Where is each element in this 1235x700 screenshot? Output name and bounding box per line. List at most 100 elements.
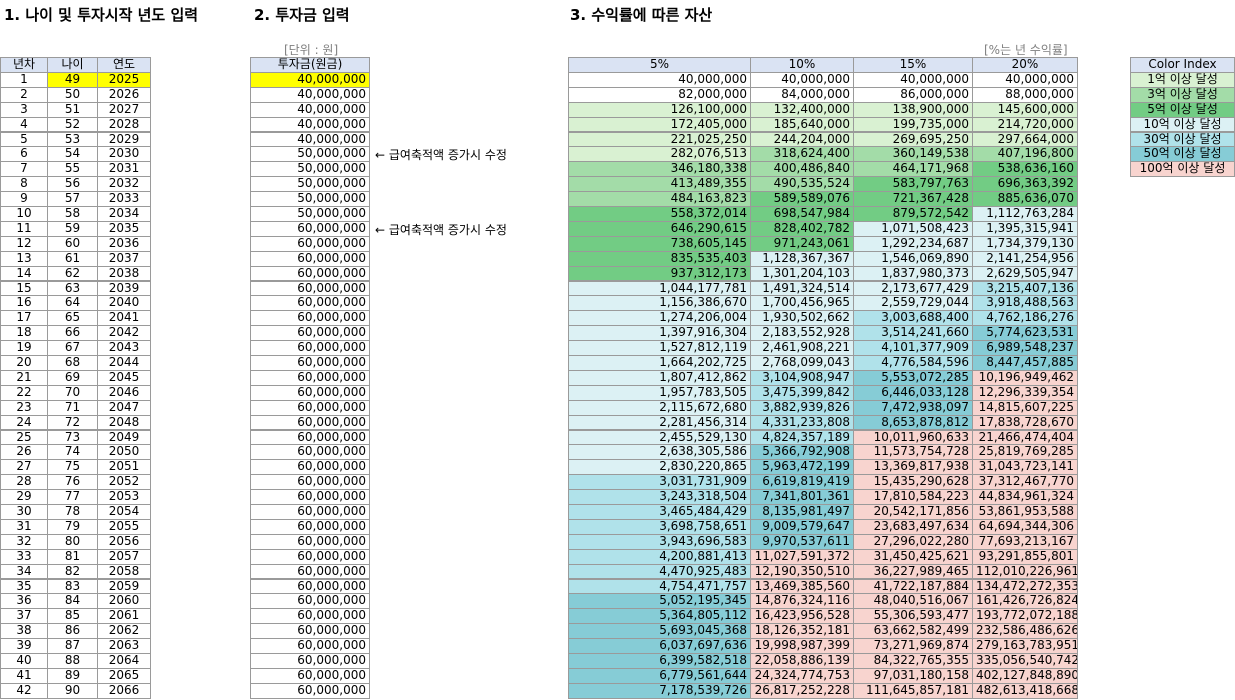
asset-cell: 9,009,579,647 xyxy=(750,518,854,535)
asset-cell: 696,363,392 xyxy=(972,176,1078,193)
input-cell: 39 xyxy=(0,638,48,654)
input-cell: 60,000,000 xyxy=(250,504,370,520)
asset-cell: 40,000,000 xyxy=(568,71,751,88)
asset-cell: 4,101,377,909 xyxy=(853,340,973,356)
input-cell: 85 xyxy=(47,608,98,625)
input-cell: 56 xyxy=(47,176,98,193)
asset-cell: 1,546,069,890 xyxy=(853,250,973,267)
asset-cell: 55,306,593,477 xyxy=(853,608,973,625)
input-cell: 2033 xyxy=(97,191,151,207)
asset-cell: 3,243,318,504 xyxy=(568,489,751,505)
asset-cell: 221,025,250 xyxy=(568,131,751,148)
asset-cell: 538,636,160 xyxy=(972,161,1078,178)
asset-cell: 244,204,000 xyxy=(750,131,854,148)
input-cell: 2042 xyxy=(97,325,151,342)
input-cell: 2046 xyxy=(97,384,151,401)
asset-cell: 1,301,204,103 xyxy=(750,265,854,282)
input-cell: 77 xyxy=(47,489,98,505)
input-cell: 36 xyxy=(0,593,48,610)
asset-cell: 9,970,537,611 xyxy=(750,533,854,550)
asset-cell: 3,514,241,660 xyxy=(853,325,973,342)
asset-cell: 5,553,072,285 xyxy=(853,369,973,386)
asset-cell: 17,810,584,223 xyxy=(853,489,973,505)
asset-cell: 1,292,234,687 xyxy=(853,235,973,252)
input-cell: 60,000,000 xyxy=(250,682,370,699)
asset-cell: 1,700,456,965 xyxy=(750,295,854,312)
asset-cell: 2,559,729,044 xyxy=(853,295,973,312)
input-cell: 76 xyxy=(47,474,98,491)
input-cell: 2038 xyxy=(97,265,151,282)
input-cell: 50,000,000 xyxy=(250,146,370,163)
input-cell: 61 xyxy=(47,250,98,267)
input-cell: 40,000,000 xyxy=(250,101,370,118)
asset-cell: 8,135,981,497 xyxy=(750,504,854,520)
section-title: 1. 나이 및 투자시작 년도 입력 xyxy=(4,6,199,24)
asset-cell: 1,491,324,514 xyxy=(750,280,854,297)
asset-cell: 27,296,022,280 xyxy=(853,533,973,550)
input-cell: 66 xyxy=(47,325,98,342)
asset-cell: 2,115,672,680 xyxy=(568,399,751,416)
asset-cell: 4,754,471,757 xyxy=(568,578,751,595)
column-header: 투자금(원금) xyxy=(250,57,370,73)
asset-cell: 1,071,508,423 xyxy=(853,220,973,237)
asset-cell: 19,998,987,399 xyxy=(750,638,854,654)
input-cell: 40,000,000 xyxy=(250,71,370,88)
input-cell: 55 xyxy=(47,161,98,178)
input-cell: 2028 xyxy=(97,116,151,133)
asset-cell: 37,312,467,770 xyxy=(972,474,1078,491)
asset-cell: 25,819,769,285 xyxy=(972,444,1078,461)
column-header: 나이 xyxy=(47,57,98,73)
asset-cell: 885,636,070 xyxy=(972,191,1078,207)
asset-cell: 4,331,233,808 xyxy=(750,414,854,431)
input-cell: 27 xyxy=(0,459,48,476)
input-cell: 60,000,000 xyxy=(250,444,370,461)
input-cell: 49 xyxy=(47,71,98,88)
input-cell: 68 xyxy=(47,355,98,371)
asset-cell: 6,989,548,237 xyxy=(972,340,1078,356)
edit-note: ← 급여축적액 증가시 수정 xyxy=(375,222,507,237)
asset-cell: 879,572,542 xyxy=(853,206,973,222)
section-title: 2. 투자금 입력 xyxy=(254,6,350,24)
input-cell: 60,000,000 xyxy=(250,578,370,595)
input-cell: 10 xyxy=(0,206,48,222)
input-cell: 2061 xyxy=(97,608,151,625)
input-cell: 2057 xyxy=(97,548,151,565)
asset-cell: 15,435,290,628 xyxy=(853,474,973,491)
input-cell: 9 xyxy=(0,191,48,207)
column-header: 5% xyxy=(568,57,751,73)
asset-cell: 1,112,763,284 xyxy=(972,206,1078,222)
input-cell: 59 xyxy=(47,220,98,237)
input-cell: 2025 xyxy=(97,71,151,88)
input-cell: 34 xyxy=(0,563,48,580)
input-cell: 60,000,000 xyxy=(250,325,370,342)
input-cell: 22 xyxy=(0,384,48,401)
input-cell: 38 xyxy=(0,623,48,640)
asset-cell: 185,640,000 xyxy=(750,116,854,133)
asset-cell: 23,683,497,634 xyxy=(853,518,973,535)
input-cell: 78 xyxy=(47,504,98,520)
input-cell: 2048 xyxy=(97,414,151,431)
asset-cell: 12,190,350,510 xyxy=(750,563,854,580)
input-cell: 51 xyxy=(47,101,98,118)
input-cell: 7 xyxy=(0,161,48,178)
asset-cell: 1,397,916,304 xyxy=(568,325,751,342)
input-cell: 60,000,000 xyxy=(250,518,370,535)
input-cell: 53 xyxy=(47,131,98,148)
input-cell: 60,000,000 xyxy=(250,593,370,610)
input-cell: 60,000,000 xyxy=(250,429,370,446)
asset-cell: 413,489,355 xyxy=(568,176,751,193)
input-cell: 60,000,000 xyxy=(250,548,370,565)
asset-cell: 4,776,584,596 xyxy=(853,355,973,371)
input-cell: 2063 xyxy=(97,638,151,654)
input-cell: 3 xyxy=(0,101,48,118)
asset-cell: 26,817,252,228 xyxy=(750,682,854,699)
asset-cell: 232,586,486,626 xyxy=(972,623,1078,640)
input-cell: 11 xyxy=(0,220,48,237)
input-cell: 2032 xyxy=(97,176,151,193)
column-header: 10% xyxy=(750,57,854,73)
input-cell: 81 xyxy=(47,548,98,565)
column-header: 20% xyxy=(972,57,1078,73)
asset-cell: 3,104,908,947 xyxy=(750,369,854,386)
asset-cell: 464,171,968 xyxy=(853,161,973,178)
input-cell: 60,000,000 xyxy=(250,250,370,267)
